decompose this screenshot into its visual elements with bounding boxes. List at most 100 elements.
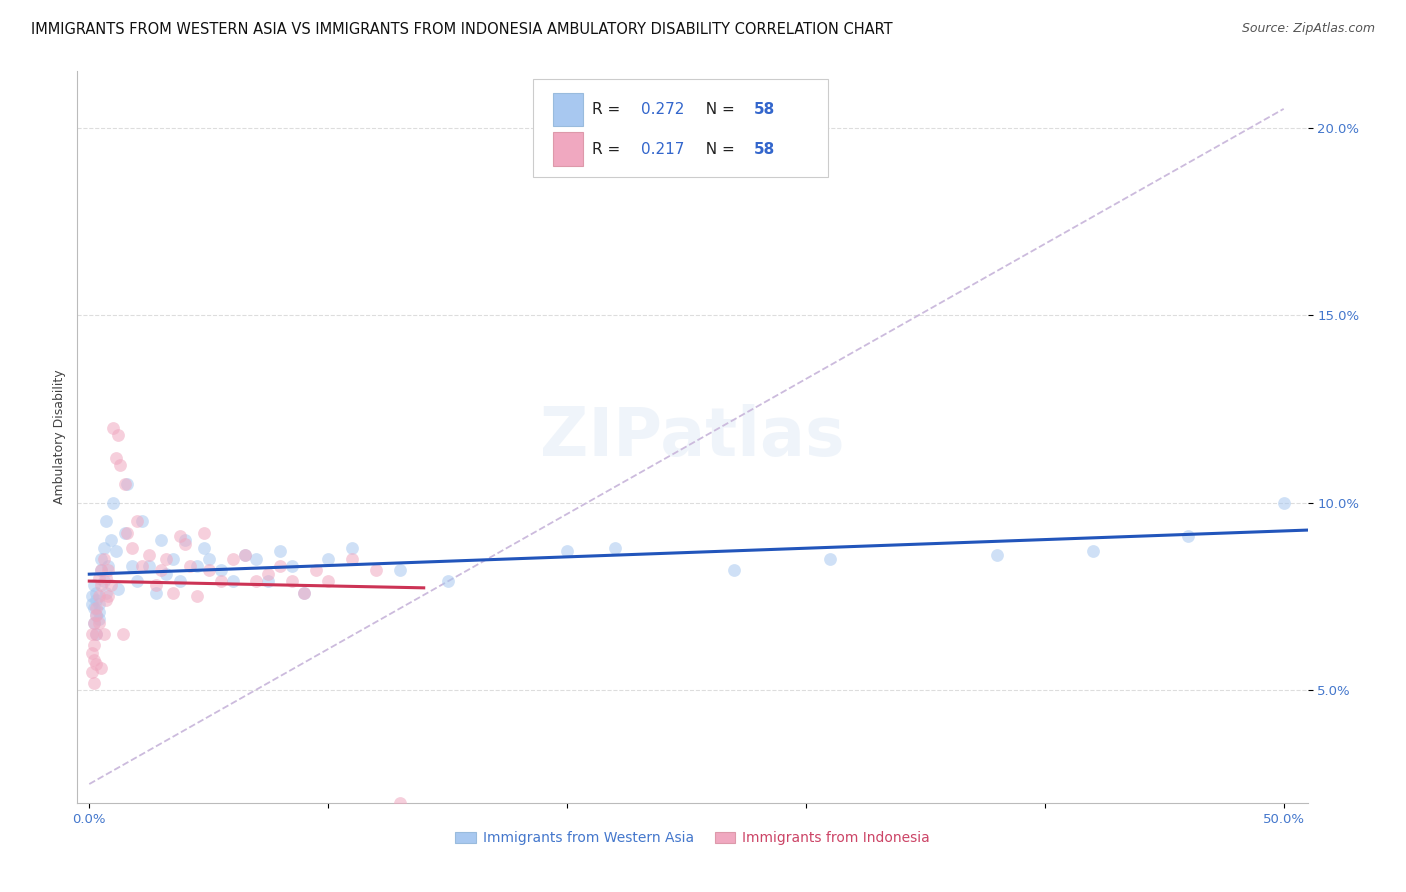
Point bbox=[101, 496, 124, 510]
Point bbox=[107, 582, 129, 596]
Point bbox=[603, 541, 626, 555]
Text: N =: N = bbox=[696, 142, 740, 157]
Point bbox=[162, 586, 184, 600]
Text: N =: N = bbox=[696, 102, 740, 117]
Point bbox=[1272, 496, 1295, 510]
Point bbox=[114, 525, 136, 540]
Point bbox=[1177, 529, 1199, 543]
Point bbox=[233, 548, 256, 562]
Point bbox=[80, 590, 103, 604]
Point bbox=[104, 544, 127, 558]
Point bbox=[80, 665, 103, 679]
Point bbox=[83, 578, 105, 592]
FancyBboxPatch shape bbox=[533, 78, 828, 178]
Point bbox=[86, 627, 108, 641]
Point bbox=[131, 515, 153, 529]
Point bbox=[94, 593, 117, 607]
Point bbox=[83, 653, 105, 667]
Point bbox=[125, 515, 148, 529]
Point bbox=[209, 574, 232, 589]
Point bbox=[257, 566, 280, 581]
Point bbox=[87, 605, 110, 619]
Point bbox=[197, 563, 219, 577]
Point bbox=[93, 627, 115, 641]
Point bbox=[723, 563, 745, 577]
Point bbox=[90, 661, 112, 675]
Point bbox=[111, 627, 134, 641]
Point bbox=[305, 563, 328, 577]
Text: 58: 58 bbox=[754, 102, 775, 117]
Point bbox=[97, 559, 120, 574]
Point bbox=[125, 574, 148, 589]
Point bbox=[197, 552, 219, 566]
Point bbox=[281, 574, 304, 589]
Point bbox=[269, 544, 291, 558]
Point bbox=[87, 615, 110, 630]
Point bbox=[87, 571, 110, 585]
Point bbox=[436, 574, 458, 589]
Point bbox=[193, 541, 215, 555]
Legend: Immigrants from Western Asia, Immigrants from Indonesia: Immigrants from Western Asia, Immigrants… bbox=[450, 826, 935, 851]
Text: R =: R = bbox=[592, 102, 624, 117]
Point bbox=[86, 586, 108, 600]
Point bbox=[316, 574, 339, 589]
Point bbox=[818, 552, 841, 566]
Point bbox=[80, 646, 103, 660]
Point bbox=[233, 548, 256, 562]
Y-axis label: Ambulatory Disability: Ambulatory Disability bbox=[53, 370, 66, 504]
Point bbox=[87, 612, 110, 626]
Point bbox=[86, 600, 108, 615]
Point bbox=[221, 552, 243, 566]
FancyBboxPatch shape bbox=[554, 93, 583, 127]
Point bbox=[138, 548, 160, 562]
Point bbox=[131, 559, 153, 574]
Point bbox=[93, 541, 115, 555]
Point bbox=[340, 541, 363, 555]
Text: Source: ZipAtlas.com: Source: ZipAtlas.com bbox=[1241, 22, 1375, 36]
Point bbox=[93, 552, 115, 566]
Point bbox=[155, 566, 177, 581]
Point bbox=[269, 559, 291, 574]
Point bbox=[83, 615, 105, 630]
Point bbox=[94, 571, 117, 585]
Point bbox=[94, 586, 117, 600]
Point bbox=[90, 563, 112, 577]
Point bbox=[193, 525, 215, 540]
Point bbox=[162, 552, 184, 566]
Point bbox=[117, 477, 139, 491]
Point bbox=[173, 533, 195, 548]
Point bbox=[221, 574, 243, 589]
Point bbox=[86, 608, 108, 623]
Point bbox=[169, 529, 191, 543]
Point bbox=[1081, 544, 1104, 558]
Point bbox=[986, 548, 1008, 562]
Point bbox=[281, 559, 304, 574]
Text: 0.217: 0.217 bbox=[641, 142, 685, 157]
Point bbox=[100, 533, 122, 548]
Point bbox=[83, 600, 105, 615]
Point bbox=[87, 590, 110, 604]
Point bbox=[388, 796, 411, 810]
Point bbox=[114, 477, 136, 491]
Point bbox=[316, 552, 339, 566]
Point bbox=[292, 586, 315, 600]
Point bbox=[90, 563, 112, 577]
Point bbox=[97, 590, 120, 604]
Point bbox=[364, 563, 387, 577]
Point bbox=[117, 525, 139, 540]
Point bbox=[149, 533, 172, 548]
Point bbox=[86, 627, 108, 641]
Point bbox=[80, 597, 103, 611]
Point bbox=[186, 559, 208, 574]
FancyBboxPatch shape bbox=[554, 132, 583, 166]
Point bbox=[86, 657, 108, 671]
Point bbox=[121, 559, 143, 574]
Point bbox=[83, 615, 105, 630]
Point bbox=[145, 586, 167, 600]
Point bbox=[101, 420, 124, 434]
Point bbox=[90, 552, 112, 566]
Point bbox=[80, 627, 103, 641]
Point bbox=[87, 597, 110, 611]
Point bbox=[340, 552, 363, 566]
Text: 58: 58 bbox=[754, 142, 775, 157]
